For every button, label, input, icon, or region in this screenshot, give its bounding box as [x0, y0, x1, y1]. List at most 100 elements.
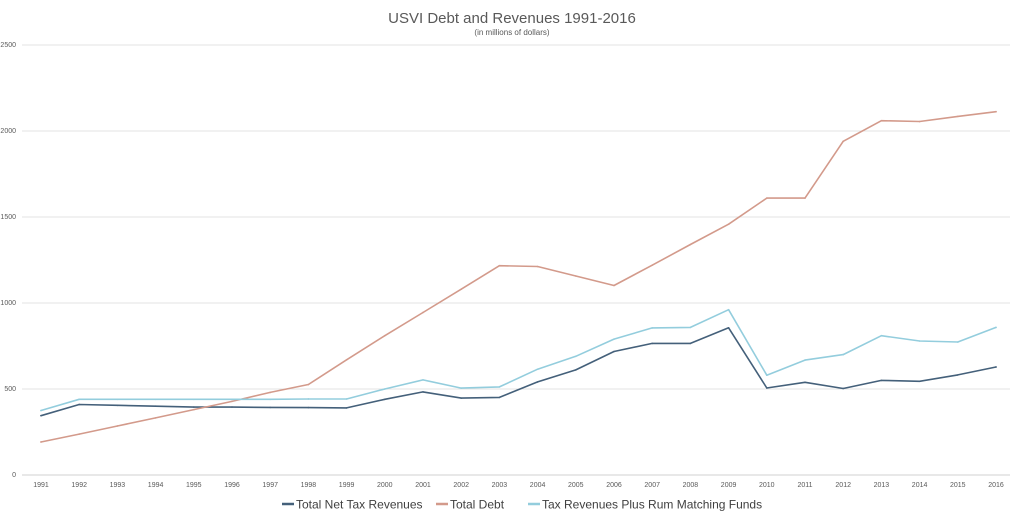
data-point	[842, 140, 844, 143]
gridlines	[22, 44, 1010, 476]
data-point	[651, 342, 653, 345]
data-point	[231, 398, 233, 401]
data-point	[536, 368, 539, 371]
x-tick-label: 2010	[759, 482, 775, 489]
x-tick-label: 2014	[912, 482, 928, 489]
data-point	[498, 396, 501, 399]
data-point	[307, 406, 310, 409]
data-point	[422, 379, 424, 381]
data-point	[804, 381, 806, 384]
data-point	[345, 358, 348, 361]
data-point	[689, 326, 692, 329]
data-point	[231, 406, 233, 408]
data-point	[766, 387, 768, 389]
x-tick-label: 2009	[721, 482, 737, 489]
x-tick-label: 1996	[224, 482, 240, 489]
data-point	[40, 441, 42, 443]
data-point	[689, 342, 692, 345]
x-tick-label: 2016	[988, 482, 1004, 489]
data-point	[154, 405, 157, 408]
series-line-2	[40, 110, 997, 443]
x-tick-label: 2012	[835, 482, 851, 489]
data-point	[613, 284, 615, 287]
data-point	[536, 381, 539, 383]
data-point	[957, 374, 959, 376]
x-tick-label: 2001	[415, 482, 431, 489]
chart-subtitle: (in millions of dollars)	[474, 28, 549, 37]
data-point	[727, 308, 730, 311]
series-line-3	[40, 308, 997, 412]
x-tick-label: 2013	[874, 482, 890, 489]
data-point	[613, 350, 615, 353]
chart-title: USVI Debt and Revenues 1991-2016	[388, 10, 636, 27]
x-tick-label: 2006	[606, 482, 622, 489]
data-point	[918, 120, 921, 123]
x-tick-label: 1999	[339, 482, 355, 489]
x-tick-label: 2011	[797, 482, 812, 489]
data-point	[307, 383, 310, 386]
data-point	[804, 359, 806, 361]
x-tick-label: 2000	[377, 482, 393, 489]
x-tick-label: 1994	[148, 482, 164, 489]
x-tick-label: 1995	[186, 482, 202, 489]
data-point	[804, 197, 806, 199]
data-point	[880, 119, 883, 122]
y-tick-label: 0	[12, 472, 16, 479]
data-point	[269, 391, 272, 394]
data-point	[384, 398, 386, 401]
x-tick-label: 1998	[301, 482, 317, 489]
data-point	[116, 398, 119, 401]
data-point	[651, 264, 653, 266]
data-point	[918, 380, 921, 383]
data-point	[460, 387, 463, 389]
data-point	[40, 414, 42, 417]
data-point	[575, 355, 577, 358]
data-point	[78, 398, 80, 401]
data-point	[384, 334, 386, 337]
x-tick-label: 2008	[683, 482, 699, 489]
x-tick-label: 1991	[33, 482, 49, 489]
data-point	[842, 353, 844, 356]
legend: Total Net Tax Revenues Total Debt Tax Reve…	[282, 498, 762, 512]
data-point	[498, 386, 501, 388]
y-tick-label: 1000	[0, 300, 16, 307]
data-point	[231, 400, 233, 403]
data-point	[345, 407, 348, 409]
data-point	[422, 311, 424, 314]
data-point	[536, 265, 539, 268]
data-point	[727, 326, 730, 329]
data-point	[154, 398, 157, 401]
data-point	[651, 327, 653, 329]
x-tick-label: 1997	[262, 482, 278, 489]
x-tick-label: 1992	[71, 482, 87, 489]
data-point	[880, 334, 883, 337]
x-tick-label: 2003	[492, 482, 508, 489]
data-point	[345, 398, 348, 400]
data-point	[995, 326, 997, 329]
data-point	[78, 433, 80, 435]
data-point	[575, 369, 577, 371]
data-point	[269, 398, 272, 401]
data-point	[766, 197, 768, 199]
x-tick-label: 2002	[453, 482, 469, 489]
data-point	[193, 406, 195, 408]
x-tick-label: 2004	[530, 482, 546, 489]
data-point	[613, 338, 615, 340]
data-point	[307, 398, 310, 400]
data-point	[384, 388, 386, 390]
legend-label: Total Net Tax Revenues	[296, 498, 423, 512]
series-line-1	[40, 326, 997, 417]
x-tick-label: 2005	[568, 482, 584, 489]
data-point	[575, 275, 577, 277]
data-point	[116, 404, 119, 407]
x-tick-label: 2015	[950, 482, 966, 489]
data-point	[40, 409, 42, 412]
data-point	[689, 243, 692, 246]
data-point	[116, 425, 119, 427]
data-point	[422, 391, 424, 393]
data-point	[498, 264, 501, 267]
data-point	[460, 288, 463, 291]
data-point	[995, 366, 997, 368]
